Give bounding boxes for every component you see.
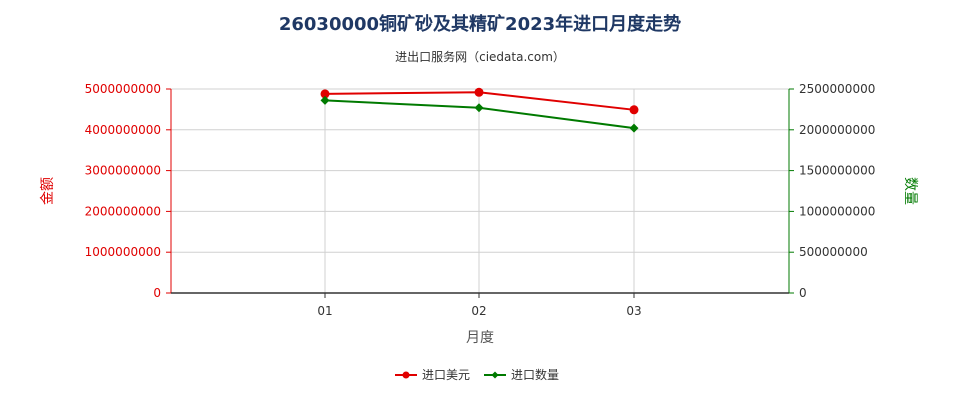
x-tick-label: 03 [626,304,641,318]
x-axis-label: 月度 [466,330,494,346]
left-tick-label: 4000000000 [85,123,161,137]
left-tick-label: 3000000000 [85,164,161,178]
left-tick-label: 5000000000 [85,82,161,96]
chart-title: 26030000铜矿砂及其精矿2023年进口月度走势 [278,14,682,35]
legend-marker [491,371,499,379]
left-tick-label: 1000000000 [85,245,161,259]
right-tick-label: 1500000000 [799,164,875,178]
right-tick-label: 1000000000 [799,204,875,218]
grid-lines [171,88,789,293]
left-tick-label: 0 [153,286,161,300]
data-point-circle [320,89,330,99]
left-axis-ticks: 0 1000000000 2000000000 3000000000 400000000… [85,82,171,300]
chart-subtitle: 进出口服务网（ciedata.com） [395,50,565,64]
data-point-diamond [474,103,484,113]
x-axis-ticks: 01 02 03 [317,293,642,318]
right-tick-label: 2000000000 [799,123,875,137]
right-tick-label: 500000000 [799,245,868,259]
legend-label: 进口美元 [422,368,470,382]
right-tick-label: 0 [799,286,807,300]
legend-label: 进口数量 [511,367,559,382]
x-tick-label: 01 [317,304,332,318]
legend-marker [402,371,410,379]
right-axis-ticks: 0 500000000 1000000000 1500000000 2000000000… [789,82,875,300]
data-point-diamond [320,95,330,105]
left-tick-label: 2000000000 [85,204,161,218]
left-axis-label: 金额 [40,177,56,205]
data-point-circle [629,105,639,115]
x-tick-label: 02 [471,304,486,318]
data-point-circle [474,87,484,97]
axes [170,89,790,294]
right-tick-label: 2500000000 [799,82,875,96]
series-layer [320,87,639,133]
right-axis-label: 数量 [902,177,918,205]
data-point-diamond [629,123,639,133]
legend: 进口美元 进口数量 [395,367,559,382]
